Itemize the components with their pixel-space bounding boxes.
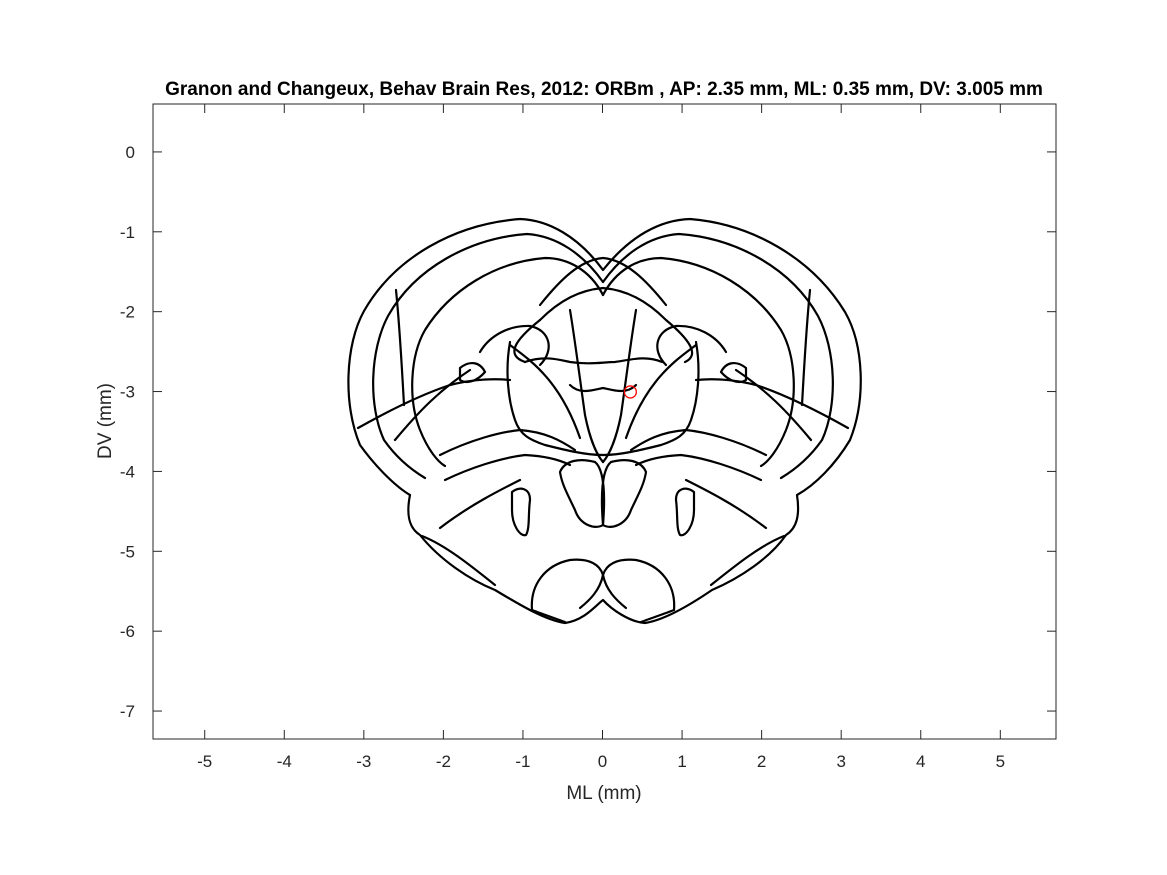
plot-area — [153, 104, 1056, 739]
chart-title: Granon and Changeux, Behav Brain Res, 20… — [165, 79, 1043, 100]
data-point — [623, 385, 638, 399]
y-tick-label: -5 — [120, 542, 135, 561]
x-tick-label: -2 — [436, 752, 451, 771]
x-tick-label: -1 — [515, 752, 530, 771]
axes-background — [153, 104, 1056, 739]
y-tick-label: -3 — [120, 383, 135, 402]
y-tick-label: -2 — [120, 303, 135, 322]
x-tick-label: 3 — [836, 752, 845, 771]
x-tick-label: 0 — [598, 752, 607, 771]
points-layer — [623, 385, 638, 399]
x-tick-label: 1 — [677, 752, 686, 771]
y-axis: 0 -1 -2 -3 -4 -5 -6 -7 — [120, 143, 1056, 721]
x-tick-label: 5 — [996, 752, 1005, 771]
y-tick-label: -6 — [120, 622, 135, 641]
y-axis-label: DV (mm) — [95, 383, 116, 459]
x-tick-label: 4 — [916, 752, 925, 771]
x-tick-label: -5 — [197, 752, 212, 771]
x-tick-label: -4 — [277, 752, 292, 771]
y-tick-label: -1 — [120, 223, 135, 242]
x-axis-label: ML (mm) — [566, 783, 641, 804]
brain-outline — [347, 217, 862, 625]
y-tick-label: -4 — [120, 462, 135, 481]
y-tick-label: -7 — [120, 702, 135, 721]
x-axis: -5 -4 -3 -2 -1 0 1 2 3 4 5 — [197, 104, 1005, 771]
axes-box — [152, 103, 1057, 740]
y-tick-label: 0 — [126, 143, 135, 162]
x-tick-label: 2 — [757, 752, 766, 771]
x-tick-label: -3 — [356, 752, 371, 771]
